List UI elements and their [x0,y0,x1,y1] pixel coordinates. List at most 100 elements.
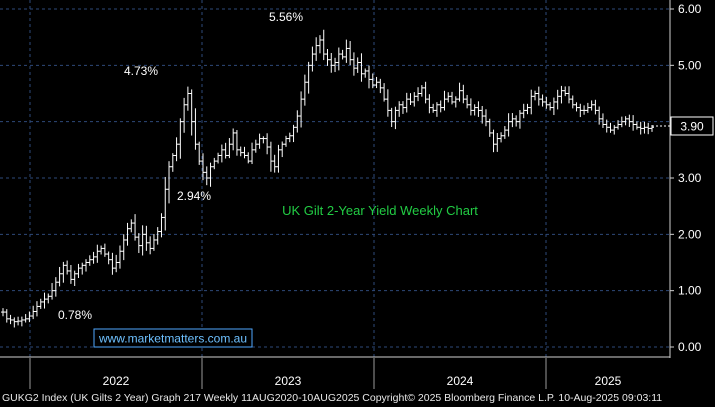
ohlc-bar [582,105,587,115]
ohlc-bar [536,86,541,106]
ohlc-bar [525,103,530,115]
ohlc-bar [359,53,364,82]
ohlc-bar [367,65,372,89]
ohlc-bar [129,219,134,233]
plot-background [0,0,670,358]
ohlc-bar [450,91,455,105]
ohlc-bar [548,102,553,111]
ohlc-bar [197,141,202,165]
ohlc-bar [483,109,488,127]
x-tick-label: 2022 [103,374,130,388]
y-tick-label: 3.00 [678,171,702,185]
ohlc-bar [340,49,345,60]
ohlc-bar [163,176,168,231]
ohlc-bar [566,86,571,104]
ohlc-bar [212,157,217,170]
ohlc-bar [295,110,300,133]
ohlc-bar [400,101,405,114]
ohlc-bar [117,245,122,269]
ohlc-bar [431,103,436,113]
ohlc-bar [19,316,24,327]
ohlc-bar [46,293,51,304]
ohlc-bar [185,86,190,111]
ohlc-bar [570,95,575,109]
ohlc-bar [480,105,485,124]
ohlc-bar [544,96,549,109]
ohlc-bar [148,236,153,255]
ohlc-bar [314,37,319,61]
ohlc-bar [370,73,375,89]
watermark: www.marketmatters.com.au [93,328,253,348]
ohlc-bar [453,96,458,108]
ohlc-bar [50,283,55,300]
ohlc-bar [465,94,470,109]
ohlc-bar [99,245,104,255]
ohlc-bar [265,133,270,155]
ohlc-bar [287,132,292,143]
ohlc-bar [242,146,247,159]
ohlc-bar [4,309,9,323]
ohlc-bar [125,222,130,246]
ohlc-bar [333,57,338,73]
ohlc-bar [468,98,473,116]
ohlc-bar [16,316,21,326]
ohlc-bar [555,89,560,110]
ohlc-bar [517,110,522,129]
ohlc-bar [155,227,160,245]
ohlc-bar [276,144,281,173]
ohlc-bar [510,113,515,128]
ohlc-bar [8,314,13,325]
ohlc-bar [646,122,651,135]
ohlc-bar [325,49,330,66]
last-value-label: 3.90 [680,120,704,134]
ohlc-bar [136,233,141,254]
ohlc-bar [238,146,243,157]
ohlc-bar [442,90,447,111]
ohlc-bar [234,130,239,156]
ohlc-bar [223,142,228,159]
ohlc-bar [61,261,66,283]
ohlc-bar [84,259,89,272]
ohlc-bar [38,298,43,309]
ohlc-bar [80,262,85,275]
ohlc-bar [261,136,266,144]
y-axis: 6.005.004.003.002.001.000.00 [670,2,702,354]
ohlc-bar [306,61,311,94]
ohlc-bar [529,89,534,115]
ohlc-bar [31,305,36,320]
ohlc-bar [616,120,621,130]
y-tick-label: 6.00 [678,2,702,16]
ohlc-bar [608,122,613,133]
ohlc-bar [250,142,255,165]
ohlc-bar [280,141,285,158]
ohlc-bar [65,260,70,275]
ohlc-bar [578,103,583,118]
ohlc-bar [397,101,402,117]
ohlc-bar [374,76,379,89]
ohlc-bar [408,93,413,106]
ohlc-bar [600,113,605,128]
ohlc-bar [144,225,149,251]
y-tick-label: 0.00 [678,340,702,354]
ohlc-bar [182,97,187,133]
ohlc-bar [336,47,341,71]
ohlc-bar [638,121,643,135]
grid-lines [0,0,670,358]
ohlc-bar [351,52,356,76]
ohlc-bar [140,225,145,256]
ohlc-bar [95,244,100,263]
ohlc-bar [204,166,209,186]
ohlc-bar [623,116,628,126]
ohlc-bar [540,94,545,107]
ohlc-bar [219,144,224,163]
y-tick-label: 1.00 [678,284,702,298]
annotation-low-2021: 0.78% [58,308,92,322]
ohlc-bar [257,133,262,149]
ohlc-bar [102,243,107,257]
ohlc-bar [193,108,198,150]
ohlc-bar [23,314,28,323]
ohlc-bar [151,233,156,251]
ohlc-bar [12,317,17,328]
ohlc-bar [559,85,564,104]
